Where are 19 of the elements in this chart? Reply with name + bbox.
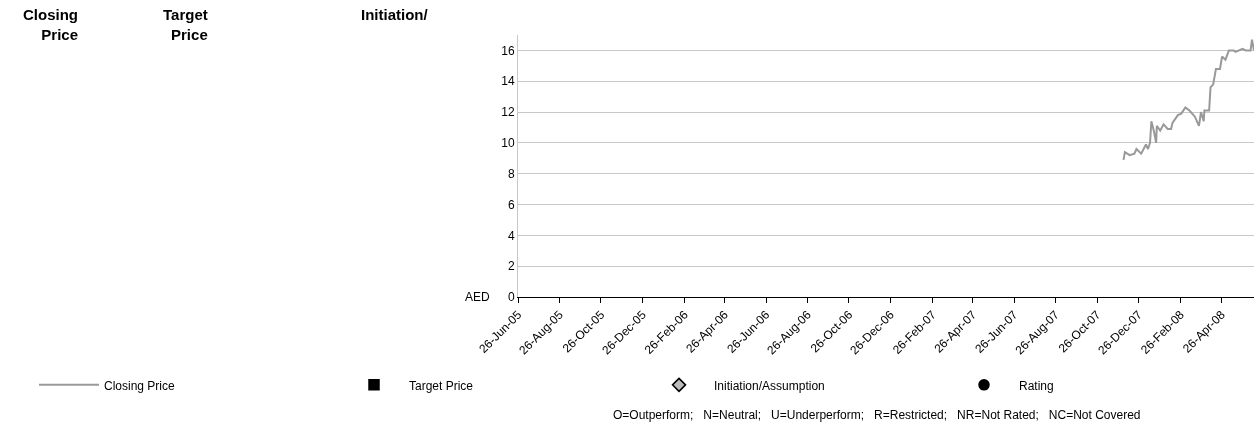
y-axis-title: AED bbox=[465, 290, 491, 304]
y-tick-label: 2 bbox=[507, 259, 515, 274]
y-tick-label: 8 bbox=[507, 166, 515, 181]
legend-label: Closing Price bbox=[104, 378, 176, 393]
text: O=Outperform; N=Neutral; U=Underperform; R=Restricted; NR=Not Rated; NC=Not Covered bbox=[613, 408, 1141, 422]
legend-label: Target Price bbox=[409, 378, 474, 393]
legend-label: Rating bbox=[1019, 378, 1054, 393]
y-tick-label: 4 bbox=[507, 228, 515, 243]
text: Initiation/ bbox=[361, 6, 429, 23]
text: Target Price bbox=[163, 6, 208, 43]
y-tick-label: 12 bbox=[501, 105, 515, 120]
y-tick-label: 14 bbox=[501, 74, 515, 89]
y-tick-label: 10 bbox=[501, 136, 515, 151]
legend-label: Initiation/Assumption bbox=[714, 378, 825, 393]
y-tick-label: 0 bbox=[507, 290, 515, 305]
y-tick-label: 6 bbox=[507, 197, 515, 212]
text: Closing Price bbox=[23, 6, 78, 43]
y-tick-label: 16 bbox=[501, 43, 515, 58]
line-series bbox=[1122, 38, 1254, 161]
